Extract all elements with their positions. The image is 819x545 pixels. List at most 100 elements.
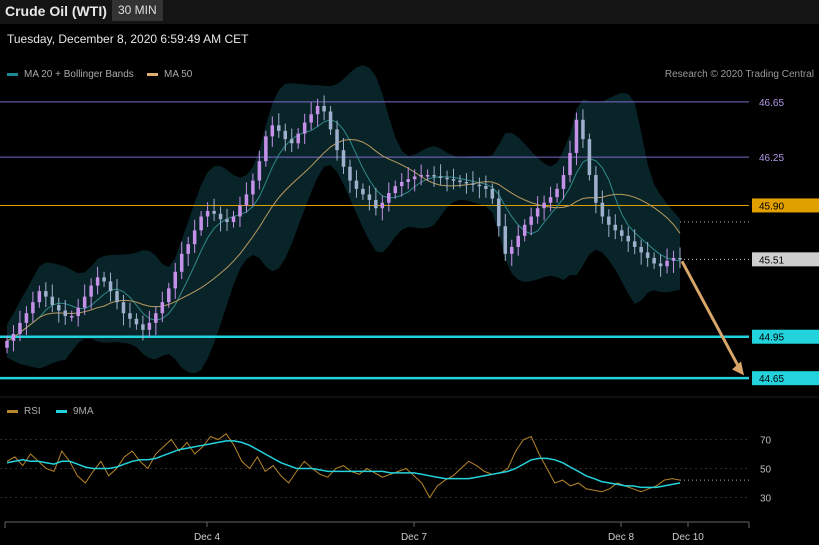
x-tick-label: Dec 10 — [672, 532, 704, 543]
candle-body — [18, 322, 22, 334]
candle-body — [302, 122, 307, 134]
legend-swatch-9ma — [56, 410, 67, 413]
candle-body — [587, 139, 592, 176]
price-levels — [0, 101, 749, 380]
candle-body — [57, 304, 61, 311]
candle-body — [44, 291, 48, 297]
candle-body — [497, 198, 501, 227]
candle-body — [89, 285, 93, 297]
legend-label-ma20: MA 20 + Bollinger Bands — [24, 69, 134, 80]
timeframe-badge[interactable]: 30 MIN — [112, 0, 163, 21]
forecast-arrow-line — [680, 260, 742, 371]
datetime-label: Tuesday, December 8, 2020 6:59:49 AM CET — [7, 32, 249, 46]
rsi-tick-50: 50 — [760, 465, 772, 476]
candle-body — [218, 213, 223, 220]
candle-body — [128, 313, 132, 319]
candle-body — [322, 105, 326, 112]
candle-body — [167, 288, 171, 303]
candle-body — [251, 180, 255, 195]
candle-body — [76, 307, 80, 316]
candle-body — [238, 205, 242, 217]
candle-body — [484, 186, 488, 189]
candle-body — [445, 177, 449, 180]
bollinger-bands — [7, 65, 680, 374]
candle-body — [270, 125, 275, 137]
candle-body — [296, 133, 300, 144]
rsi-tick-30: 30 — [760, 494, 772, 505]
forecast-arrow — [680, 260, 744, 376]
candle-body — [613, 224, 618, 231]
candle-body — [108, 281, 113, 292]
candle-body — [154, 313, 158, 323]
candle-body — [594, 175, 598, 203]
candle-body — [160, 302, 165, 314]
level-label-44-95: 44.95 — [759, 333, 784, 344]
candle-body — [645, 252, 650, 258]
candle-body — [581, 119, 585, 140]
candle-body — [82, 296, 87, 308]
candle-body — [173, 271, 178, 289]
candle-body — [367, 194, 372, 200]
candle-body — [548, 197, 553, 203]
legend-9ma: 9MA — [56, 406, 94, 417]
candle-body — [607, 216, 611, 225]
candle-body — [31, 302, 35, 314]
legend-rsi: RSI — [7, 406, 41, 417]
candle-body — [335, 129, 339, 151]
candle-body — [341, 150, 346, 167]
candle-body — [619, 230, 624, 236]
candle-body — [134, 318, 139, 325]
candle-body — [522, 224, 527, 236]
level-tag-45-90 — [752, 198, 819, 213]
ma20-line — [6, 119, 681, 342]
candle-body — [477, 184, 482, 187]
candle-body — [37, 291, 42, 303]
candle-body — [555, 188, 559, 198]
candle-body — [516, 235, 520, 247]
candle-body — [529, 216, 533, 225]
level-tag-44-95 — [752, 329, 819, 344]
candle-body — [374, 199, 378, 209]
candle-body — [652, 257, 656, 264]
candle-body — [289, 139, 294, 144]
candle-body — [328, 111, 333, 130]
candle-body — [69, 316, 74, 318]
candle-body — [425, 175, 430, 177]
candle-body — [264, 136, 268, 162]
candle-body — [179, 253, 184, 272]
candle-body — [535, 208, 540, 217]
candle-body — [11, 333, 16, 341]
candle-body — [315, 105, 320, 115]
legend-swatch-rsi — [7, 410, 18, 413]
x-tick-label: Dec 4 — [194, 532, 221, 543]
level-labels: 46.65 46.25 45.90 45.51 44.95 44.65 — [752, 98, 819, 386]
candle-body — [665, 260, 669, 267]
research-credit: Research © 2020 Trading Central — [664, 69, 814, 80]
level-tag-45-51 — [752, 252, 819, 267]
candle-body — [574, 119, 579, 153]
rsi-9ma-line — [6, 440, 681, 489]
candle-body — [393, 186, 398, 194]
candle-body — [671, 257, 676, 261]
candle-body — [503, 226, 508, 254]
candle-body — [231, 216, 236, 223]
candle-body — [354, 180, 359, 189]
level-label-46-25: 46.25 — [759, 153, 784, 164]
candle-body — [102, 277, 106, 282]
candle-body — [438, 176, 443, 178]
legend-label-rsi: RSI — [24, 406, 41, 417]
candle-body — [419, 175, 423, 177]
candle-body — [406, 179, 410, 182]
x-tick-label: Dec 7 — [401, 532, 428, 543]
rsi-tick-70: 70 — [760, 436, 772, 447]
candle-body — [212, 210, 216, 214]
level-label-44-65: 44.65 — [759, 374, 784, 385]
candle-body — [115, 291, 119, 303]
candle-body — [141, 324, 145, 330]
candle-body — [412, 176, 417, 180]
candle-body — [5, 340, 9, 348]
candle-body — [192, 230, 197, 245]
bollinger-band-fill — [7, 65, 680, 374]
x-axis: Dec 4 Dec 7 Dec 8 Dec 10 — [4, 521, 750, 543]
